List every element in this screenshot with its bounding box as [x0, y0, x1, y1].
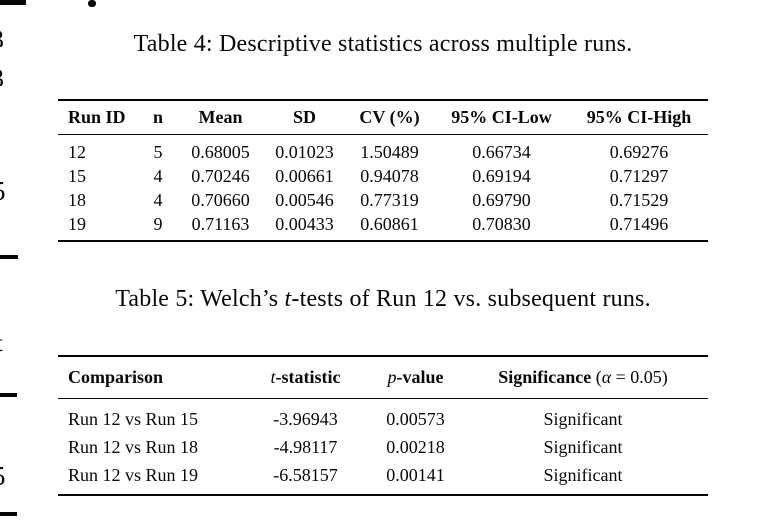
table4-cell: 0.70660: [191, 189, 250, 210]
table4-cell: 0.71163: [191, 213, 250, 234]
table5-bottom-rule: [58, 494, 708, 496]
table4-cell: 18: [68, 189, 86, 210]
table5-cell: Run 12 vs Run 15: [68, 408, 199, 429]
table4-cell: 5: [153, 141, 163, 162]
table4-cell: 15: [68, 165, 86, 186]
table4-caption: Table 4: Descriptive statistics across m…: [38, 31, 728, 58]
table5-cell: -3.96943: [273, 408, 338, 429]
table5-cell: Run 12 vs Run 18: [68, 436, 199, 457]
table4-cell: 0.77319: [360, 189, 419, 210]
table4-row: 15 4 0.70246 0.00661 0.94078 0.69194 0.7…: [58, 164, 708, 188]
table5-header: Comparison t-statistic p-value Significa…: [58, 357, 708, 398]
cutoff-glyph-fragment: 5: [0, 461, 9, 485]
table4-cell: 0.60861: [360, 213, 419, 234]
table5-row: Run 12 vs Run 18 -4.98117 0.00218 Signif…: [58, 433, 708, 461]
table5-cell: 0.00141: [386, 464, 445, 485]
table4-header-mean: Mean: [198, 107, 243, 127]
table5-cell: 0.00573: [386, 408, 445, 429]
table4-cell: 4: [153, 165, 163, 186]
cutoff-glyph-fragment: 5: [0, 176, 9, 200]
table4-cell: 0.69194: [472, 165, 531, 186]
table5-cell: Significant: [543, 436, 623, 457]
table4-cell: 0.69276: [609, 141, 669, 162]
table4-row: 12 5 0.68005 0.01023 1.50489 0.66734 0.6…: [58, 140, 708, 164]
table5-header-significance: Significance (α = 0.05): [498, 367, 668, 387]
table4-cell: 0.71529: [609, 189, 669, 210]
table5-row: Run 12 vs Run 19 -6.58157 0.00141 Signif…: [58, 461, 708, 489]
table4-header-ci-low: 95% CI-Low: [451, 107, 552, 127]
cutoff-rule-fragment-top: [0, 0, 26, 5]
cutoff-dash-fragment: [0, 255, 18, 259]
table4-cell: 0.71496: [609, 213, 669, 234]
table4-cell: 0.66734: [472, 141, 531, 162]
italic-t: t: [270, 367, 276, 387]
table4-header-ci-high: 95% CI-High: [586, 107, 692, 127]
table4-cell: 0.70830: [472, 213, 531, 234]
table4-cell: 0.01023: [275, 141, 334, 162]
table5-header-p-value: p-value: [387, 367, 444, 387]
table5-caption-post: -tests of Run 12 vs. subsequent runs.: [291, 286, 651, 312]
table5-caption-italic-t: t: [284, 286, 292, 312]
cutoff-glyph-fragment: 3: [0, 25, 8, 47]
table4-cell: 0.68005: [191, 141, 250, 162]
table4-cell: 0.94078: [360, 165, 419, 186]
table4-header-cv: CV (%): [359, 107, 420, 127]
table5-header-comparison: Comparison: [68, 367, 164, 387]
cutoff-descender-fragment: [88, 0, 96, 7]
table4-cell: 1.50489: [360, 141, 419, 162]
table5-caption-pre: Table 5: Welch’s: [115, 286, 285, 312]
table4-cell: 0.71297: [609, 165, 669, 186]
table5: Comparison t-statistic p-value Significa…: [58, 355, 708, 496]
table4: Run ID n Mean SD CV (%) 95% CI-Low 95% C…: [58, 99, 708, 242]
cutoff-glyph-fragment: 1: [0, 426, 5, 446]
italic-p: p: [387, 367, 397, 387]
cutoff-glyph-fragment: 3: [0, 64, 8, 86]
table4-cell: 0.69790: [472, 189, 531, 210]
table4-header-n: n: [152, 107, 163, 127]
table4-cell: 0.00661: [275, 165, 334, 186]
table4-cell: 19: [68, 213, 86, 234]
table5-cell: 0.00218: [386, 436, 445, 457]
table4-row: 18 4 0.70660 0.00546 0.77319 0.69790 0.7…: [58, 188, 708, 212]
table4-cell: 0.00433: [275, 213, 334, 234]
table4-bottom-rule: [58, 240, 708, 242]
cutoff-dash-fragment: [0, 393, 17, 397]
table4-cell: 0.00546: [275, 189, 334, 210]
table5-cell: -6.58157: [273, 464, 338, 485]
table4-cell: 9: [153, 213, 163, 234]
alpha-symbol: α: [601, 367, 612, 387]
table4-row: 19 9 0.71163 0.00433 0.60861 0.70830 0.7…: [58, 212, 708, 236]
table5-body: Run 12 vs Run 15 -3.96943 0.00573 Signif…: [58, 399, 708, 494]
table5-cell: -4.98117: [273, 436, 338, 457]
table4-caption-text: Table 4: Descriptive statistics across m…: [133, 31, 633, 57]
table4-top-rule: [58, 99, 708, 101]
table4-mid-rule: [58, 134, 708, 135]
cutoff-glyph-fragment: t: [0, 330, 5, 352]
table5-row: Run 12 vs Run 15 -3.96943 0.00573 Signif…: [58, 405, 708, 433]
table5-cell: Significant: [543, 464, 623, 485]
table4-cell: 12: [68, 141, 86, 162]
table4-body: 12 5 0.68005 0.01023 1.50489 0.66734 0.6…: [58, 135, 708, 240]
table4-header: Run ID n Mean SD CV (%) 95% CI-Low 95% C…: [58, 101, 708, 134]
table4-header-run-id: Run ID: [68, 107, 126, 127]
table5-header-t-statistic: t-statistic: [270, 367, 341, 387]
table4-header-sd: SD: [292, 107, 316, 127]
table4-cell: 4: [153, 189, 163, 210]
table4-cell: 0.70246: [191, 165, 250, 186]
table5-caption: Table 5: Welch’s t-tests of Run 12 vs. s…: [38, 286, 728, 313]
table5-top-rule: [58, 355, 708, 357]
table5-mid-rule: [58, 398, 708, 399]
table5-cell: Run 12 vs Run 19: [68, 464, 199, 485]
cutoff-dash-fragment: [0, 512, 17, 516]
table5-cell: Significant: [543, 408, 623, 429]
